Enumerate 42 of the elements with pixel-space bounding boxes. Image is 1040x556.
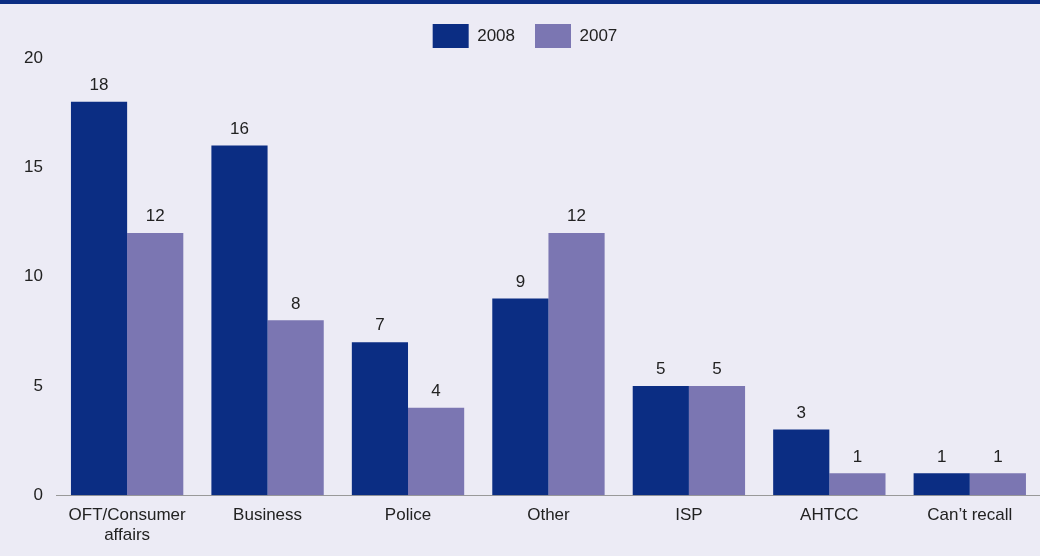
bar (127, 232, 184, 496)
data-label: 12 (145, 206, 165, 226)
bar (829, 473, 886, 496)
bar (632, 385, 689, 496)
bar (969, 473, 1026, 496)
x-tick-label: AHTCC (800, 505, 859, 525)
data-label: 9 (515, 271, 526, 291)
data-label: 1 (993, 446, 1003, 466)
x-tick-label: Other (527, 505, 571, 525)
bar (70, 101, 128, 496)
bar (211, 145, 268, 496)
x-tick-label: Can’t recall (927, 505, 1013, 525)
y-tick-label: 5 (33, 375, 43, 395)
bar (913, 473, 970, 496)
data-label: 4 (431, 380, 441, 400)
bar (688, 385, 746, 496)
data-label: 7 (375, 315, 385, 335)
x-tick-label: Police (384, 505, 432, 525)
legend-label: 2007 (579, 25, 618, 45)
bar (351, 342, 409, 496)
data-label: 8 (290, 293, 301, 313)
y-tick-label: 10 (23, 266, 43, 286)
data-label: 16 (230, 118, 249, 138)
data-label: 1 (936, 446, 947, 466)
x-tick-label: ISP (675, 505, 703, 525)
bar (267, 320, 324, 496)
data-label: 12 (567, 206, 586, 226)
bar (773, 429, 830, 496)
y-tick-label: 0 (33, 484, 43, 504)
legend-label: 2008 (477, 25, 516, 45)
y-tick-label: 20 (23, 47, 43, 67)
data-label: 18 (89, 74, 109, 94)
data-label: 5 (656, 359, 666, 379)
data-label: 1 (852, 446, 863, 466)
bar (408, 407, 465, 496)
data-label: 3 (796, 402, 806, 422)
x-tick-label: Business (233, 505, 303, 525)
x-tick-label: OFT/Consumer affairs (68, 505, 187, 545)
bar (548, 232, 605, 496)
data-label: 5 (712, 359, 722, 379)
y-tick-label: 15 (23, 156, 43, 176)
bar (492, 298, 549, 496)
